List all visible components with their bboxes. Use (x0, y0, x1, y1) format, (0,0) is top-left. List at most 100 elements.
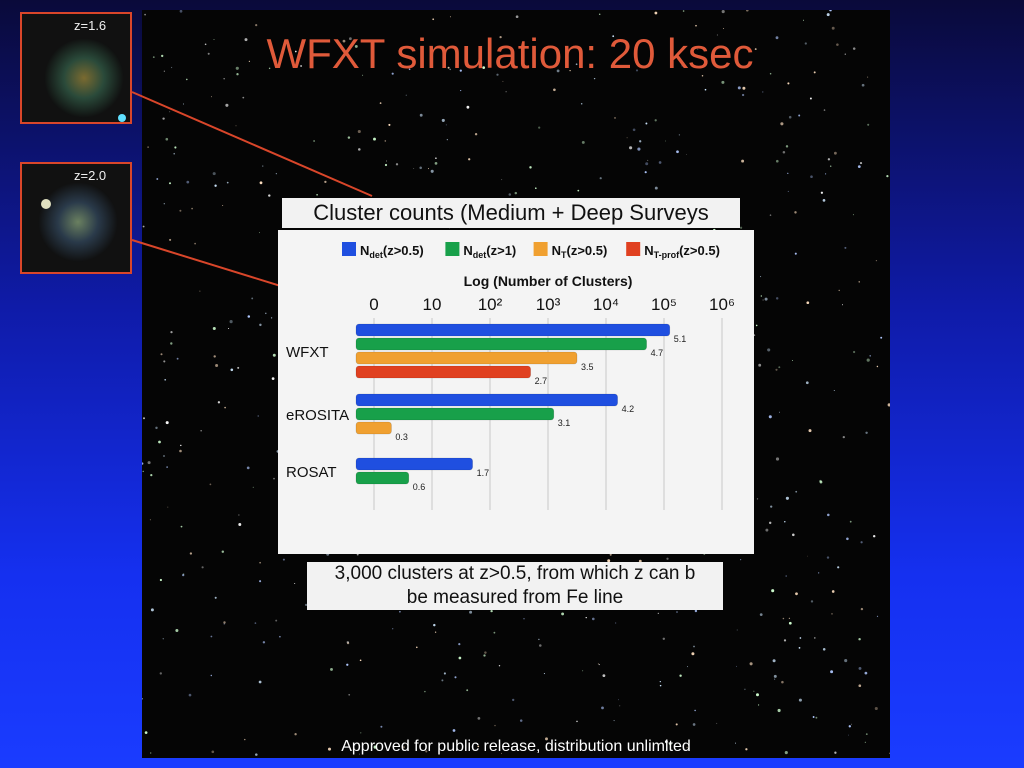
star (168, 182, 172, 185)
star (223, 621, 226, 624)
star (434, 631, 437, 633)
star (270, 317, 273, 319)
star (360, 732, 362, 734)
star (778, 366, 781, 369)
star (803, 19, 804, 21)
star (762, 91, 764, 93)
star (346, 640, 350, 644)
inset-blob (22, 14, 130, 122)
connector-line-top (131, 91, 373, 197)
star (760, 295, 762, 297)
star (593, 77, 596, 80)
star (654, 119, 657, 122)
star (514, 191, 518, 195)
star (582, 670, 584, 672)
star (812, 716, 815, 718)
star (775, 297, 779, 300)
legend-entry: Ndet(z>0.5) (342, 242, 424, 260)
star (701, 74, 704, 77)
star (162, 117, 165, 120)
star (694, 609, 698, 613)
star (823, 109, 826, 111)
star (342, 39, 346, 43)
star (770, 505, 773, 508)
star (876, 615, 879, 618)
star (405, 94, 407, 96)
star (459, 69, 462, 72)
star (424, 690, 426, 693)
star (155, 426, 158, 430)
star (813, 637, 816, 639)
star (215, 364, 219, 367)
star (501, 752, 502, 754)
star (830, 670, 834, 674)
star (163, 360, 166, 363)
star (758, 363, 762, 367)
star (645, 122, 648, 125)
star (170, 342, 173, 345)
star (736, 629, 738, 631)
star (745, 748, 748, 751)
star (829, 10, 832, 12)
star (597, 663, 599, 665)
star (519, 719, 523, 722)
star (167, 506, 169, 508)
star (210, 635, 213, 638)
bar (355, 421, 392, 435)
star (294, 50, 297, 53)
star (867, 123, 870, 126)
star (556, 69, 560, 73)
star (644, 171, 647, 174)
star (875, 260, 878, 262)
star (185, 78, 188, 81)
category-label: WFXT (286, 344, 329, 361)
star (210, 674, 213, 677)
star (166, 466, 168, 468)
star (754, 48, 757, 51)
star (659, 684, 662, 687)
star (225, 103, 229, 107)
star (792, 359, 793, 361)
star (419, 166, 422, 170)
star (784, 521, 786, 523)
star (484, 651, 487, 654)
star (272, 353, 276, 357)
star (189, 552, 193, 555)
star (434, 162, 438, 165)
star (268, 194, 271, 197)
star (441, 679, 444, 682)
star (792, 533, 795, 537)
star (443, 672, 446, 675)
star (160, 353, 163, 356)
star (694, 709, 696, 712)
star (416, 646, 418, 649)
star (348, 693, 351, 696)
star (354, 744, 356, 746)
x-tick-label: 10³ (536, 295, 561, 314)
star (449, 68, 451, 71)
star (769, 214, 772, 216)
star (864, 671, 868, 675)
star (294, 583, 296, 584)
star (810, 600, 814, 603)
bar-value-label: 5.1 (674, 334, 687, 344)
star (164, 378, 167, 381)
star (833, 389, 835, 392)
star (626, 137, 628, 139)
star (769, 72, 772, 75)
star (201, 566, 204, 569)
star (852, 47, 856, 50)
star (236, 73, 239, 76)
star (445, 124, 447, 126)
inset-label: z=1.6 (74, 18, 107, 33)
bar-value-label: 1.7 (477, 468, 490, 478)
star (785, 575, 788, 577)
star (207, 52, 210, 55)
star (771, 589, 775, 593)
star (612, 35, 615, 38)
star (716, 722, 718, 724)
star (822, 648, 826, 651)
star (753, 334, 756, 336)
star (758, 704, 760, 706)
star (602, 674, 606, 678)
